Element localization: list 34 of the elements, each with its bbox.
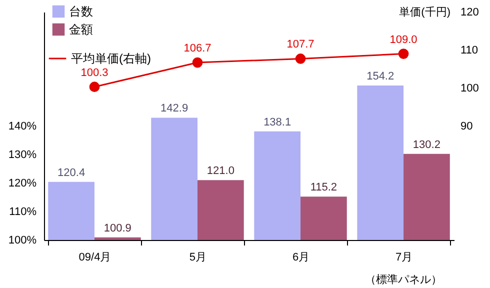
text: （標準パネル） — [365, 274, 442, 286]
legend-label: 台数 — [69, 4, 93, 18]
data-label: 138.1 — [264, 116, 292, 128]
data-label: 154.2 — [366, 70, 394, 83]
data-label: 115.2 — [310, 182, 338, 194]
y2-tick-label: 90 — [460, 120, 473, 132]
y-tick-label: 110% — [9, 206, 37, 218]
x-tick-label: 09/4月 — [78, 252, 112, 264]
data-label: 120.4 — [58, 166, 86, 179]
point — [192, 57, 203, 68]
x-tick-label: 6月 — [292, 252, 310, 264]
data-label: 142.9 — [160, 102, 188, 115]
data-label: 107.7 — [286, 38, 314, 51]
data-label: 100.9 — [104, 222, 132, 234]
y-tick-label: 130% — [8, 149, 37, 161]
x-tick-label: 7月 — [395, 252, 413, 264]
y-tick-label: 100% — [8, 234, 37, 246]
data-label: 100.3 — [80, 66, 108, 79]
point — [398, 48, 409, 59]
legend-label: 金額 — [69, 22, 93, 36]
data-label: 121.0 — [206, 165, 234, 178]
y2-tick-label: 110 — [460, 44, 478, 56]
y2-tick-label: 120 — [460, 6, 479, 18]
data-label: 130.2 — [412, 138, 440, 151]
y-tick-label: 120% — [8, 178, 37, 190]
data-label: 109.0 — [390, 34, 418, 46]
y-tick-label: 140% — [8, 120, 37, 132]
point — [295, 54, 306, 64]
x-tick-label: 5月 — [189, 252, 207, 264]
y2-tick-label: 100 — [460, 82, 479, 94]
point — [89, 82, 100, 92]
data-label: 106.7 — [184, 42, 212, 55]
y2-axis-title: 単価(千円) — [399, 6, 450, 18]
legend-label: 平均単価(右軸) — [71, 52, 151, 66]
